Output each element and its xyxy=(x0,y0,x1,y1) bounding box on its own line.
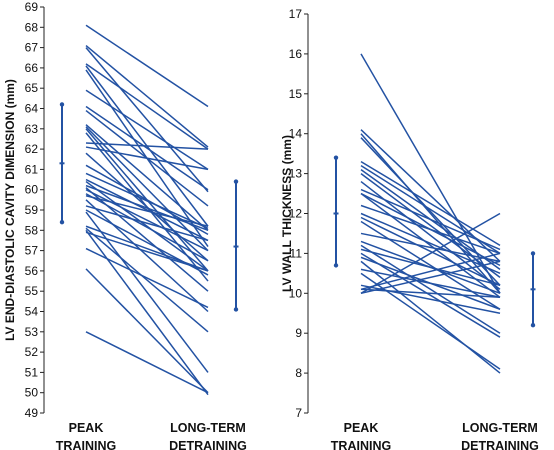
chart1-y-tick-label: 64 xyxy=(25,102,39,116)
chart1-subject-line xyxy=(85,205,209,242)
chart1-y-tick-label: 58 xyxy=(25,223,39,237)
chart2-subject-line xyxy=(360,160,501,247)
chart1-y-tick-label: 63 xyxy=(25,122,39,136)
chart2-y-tick-label: 11 xyxy=(290,246,303,260)
chart1-y-tick-label: 49 xyxy=(25,406,39,420)
chart2-y-tick-label: 13 xyxy=(289,167,303,181)
chart2-subject-line xyxy=(360,220,501,310)
chart2-subject-line xyxy=(360,268,501,299)
chart1-subject-line xyxy=(85,225,209,272)
chart2-summary-low-dot xyxy=(333,263,339,268)
chart2-y-tick-label: 14 xyxy=(289,127,303,141)
chart1-subject-line xyxy=(85,247,209,309)
chart1-subject-line xyxy=(85,195,209,227)
chart1-y-tick-label: 53 xyxy=(25,325,39,339)
chart2-subject-line xyxy=(360,248,501,287)
chart1-category-label: LONG-TERM DETRAINING xyxy=(169,421,247,450)
chart2-subject-line xyxy=(360,212,501,294)
chart1-y-tick-label: 60 xyxy=(25,183,39,197)
chart1-subject-line xyxy=(85,189,209,252)
chart1-y-tick-label: 51 xyxy=(25,365,39,379)
chart2-subject-line xyxy=(360,244,501,334)
chart1-subject-line xyxy=(85,44,209,148)
chart2-summary-high-dot xyxy=(530,251,536,256)
chart1-y-tick-label: 68 xyxy=(25,20,39,34)
chart2-y-tick-label: 17 xyxy=(289,7,303,21)
chart2-y-tick-label: 12 xyxy=(289,207,303,221)
chart1-subject-line xyxy=(85,331,209,394)
chart2-subject-line xyxy=(360,137,501,286)
chart2-summary-high-dot xyxy=(333,155,339,160)
chart1-subject-line xyxy=(85,152,209,262)
chart2-subject-line xyxy=(360,232,501,263)
chart2-y-tick-label: 8 xyxy=(295,366,302,380)
chart1-subject-line xyxy=(85,89,209,171)
chart1-y-axis-title: LV END-DIASTOLIC CAVITY DIMENSION (mm) xyxy=(3,79,17,341)
chart1-y-tick-label: 56 xyxy=(25,264,39,278)
chart1-y-tick-label: 62 xyxy=(25,142,39,156)
chart1-summary-high-dot xyxy=(59,102,65,107)
chart1-subject-line xyxy=(85,105,209,191)
chart1-category-label: PEAK TRAINING xyxy=(56,421,116,450)
chart1-subject-line xyxy=(85,124,209,231)
chart1-subject-line xyxy=(85,47,209,193)
chart1-y-tick-label: 54 xyxy=(25,305,39,319)
chart2-category-label: LONG-TERM DETRAINING xyxy=(461,421,539,450)
chart2-subject-line xyxy=(360,192,501,267)
chart1-y-tick-label: 65 xyxy=(25,81,39,95)
chart1-subject-line xyxy=(85,199,209,313)
chart1-y-tick-label: 67 xyxy=(25,41,39,55)
chart1-y-tick-label: 61 xyxy=(25,162,39,176)
chart2-subject-line xyxy=(360,188,501,251)
chart2-subject-line xyxy=(360,212,501,275)
chart1-subject-line xyxy=(85,231,209,272)
chart2-subject-line xyxy=(360,260,501,374)
chart2-y-tick-label: 9 xyxy=(295,326,302,340)
chart1-subject-line xyxy=(85,146,209,171)
chart1-subject-line xyxy=(85,63,209,150)
chart2-subject-line xyxy=(360,252,501,291)
chart1-subject-line xyxy=(85,184,209,232)
chart1-y-tick-label: 66 xyxy=(25,61,39,75)
chart2-subject-line xyxy=(360,288,501,299)
chart1-subject-line xyxy=(85,211,209,373)
chart1-subject-line xyxy=(85,268,209,394)
chart1-subject-line xyxy=(85,142,209,150)
chart1-y-tick-label: 55 xyxy=(25,284,39,298)
chart1-subject-line xyxy=(85,178,209,242)
chart1-subject-line xyxy=(85,24,209,108)
chart2-subject-line xyxy=(360,216,501,286)
chart2-y-tick-label: 16 xyxy=(289,47,303,61)
chart1-y-tick-label: 57 xyxy=(25,244,39,258)
chart2-subject-line xyxy=(360,129,501,262)
chart1-summary-low-dot xyxy=(59,219,65,225)
chart2-y-tick-label: 7 xyxy=(295,406,302,420)
chart2-summary-low-dot xyxy=(530,323,536,328)
chart2-y-tick-label: 15 xyxy=(289,87,303,101)
chart1-y-tick-label: 59 xyxy=(25,203,39,217)
chart2-y-axis-title: LV WALL THICKNESS (mm) xyxy=(280,135,294,292)
chart1-subject-line xyxy=(85,180,209,272)
chart2-subject-line xyxy=(360,260,501,295)
chart1-subject-line xyxy=(85,193,209,262)
chart2-subject-line xyxy=(360,133,501,294)
chart1-summary-low-dot xyxy=(233,307,239,312)
chart2-subject-line xyxy=(360,272,501,370)
chart1-y-tick-label: 50 xyxy=(25,386,39,400)
chart1-subject-line xyxy=(85,172,209,229)
chart1-subject-line xyxy=(85,227,209,333)
chart1-y-tick-label: 52 xyxy=(25,345,39,359)
chart2-y-tick-label: 10 xyxy=(289,286,303,300)
chart2-category-label: PEAK TRAINING xyxy=(331,421,391,450)
chart1-y-tick-label: 69 xyxy=(25,0,39,14)
chart1-summary-high-dot xyxy=(233,179,239,184)
chart2-subject-line xyxy=(360,252,501,338)
